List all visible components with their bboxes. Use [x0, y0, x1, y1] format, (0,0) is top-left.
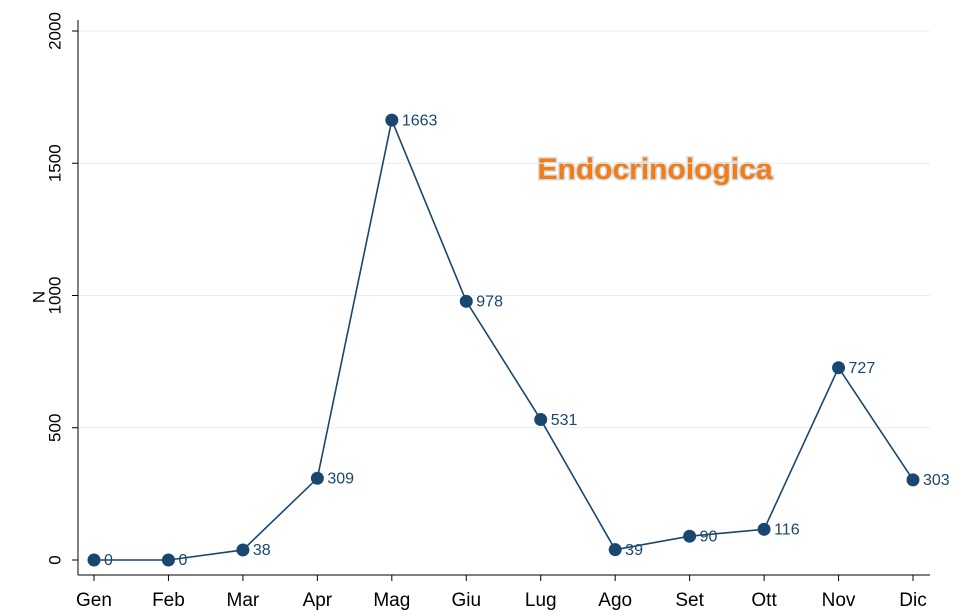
marker — [459, 294, 473, 308]
x-tick-label: Ago — [598, 590, 632, 611]
marker — [832, 361, 846, 375]
data-label: 303 — [923, 472, 950, 489]
marker — [236, 543, 250, 557]
data-label: 0 — [178, 552, 187, 569]
marker — [683, 529, 697, 543]
data-label: 116 — [774, 522, 800, 539]
marker — [161, 553, 175, 567]
x-tick-label: Giu — [451, 590, 481, 611]
data-label: 39 — [625, 542, 643, 559]
data-label: 727 — [849, 360, 876, 377]
y-tick-label: 1000 — [45, 277, 64, 315]
data-label: 90 — [700, 528, 718, 545]
marker — [87, 553, 101, 567]
x-tick-label: Ott — [751, 590, 777, 611]
x-tick-label: Mag — [373, 590, 410, 611]
data-label: 978 — [476, 294, 503, 311]
x-tick-label: Nov — [822, 590, 856, 611]
marker — [757, 522, 771, 536]
y-tick-label: 1500 — [45, 144, 64, 182]
x-tick-label: Set — [675, 590, 704, 611]
data-label: 309 — [327, 470, 354, 487]
marker — [906, 473, 920, 487]
y-axis-label: N — [29, 291, 48, 303]
x-tick-label: Lug — [525, 590, 557, 611]
x-tick-label: Mar — [227, 590, 260, 611]
chart-title: Endocrinologica — [537, 153, 772, 186]
marker — [534, 413, 548, 427]
x-tick-label: Feb — [152, 590, 185, 611]
data-label: 38 — [253, 542, 271, 559]
x-tick-label: Gen — [76, 590, 112, 611]
marker — [385, 113, 399, 127]
data-label: 1663 — [402, 112, 438, 129]
y-tick-label: 500 — [45, 414, 64, 442]
data-label: 531 — [551, 412, 578, 429]
y-tick-label: 0 — [45, 555, 64, 564]
data-label: 0 — [104, 552, 113, 569]
line — [94, 117, 914, 561]
y-tick-label: 2000 — [45, 12, 64, 50]
marker — [608, 543, 622, 557]
x-tick-label: Dic — [899, 590, 926, 611]
marker — [310, 471, 324, 485]
x-tick-label: Apr — [303, 590, 333, 611]
